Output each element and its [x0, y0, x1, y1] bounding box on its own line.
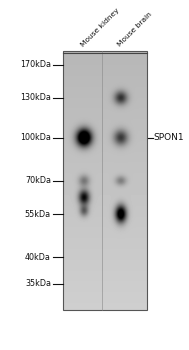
- Text: 130kDa: 130kDa: [20, 93, 51, 103]
- Text: SPON1: SPON1: [153, 133, 184, 142]
- Text: Mouse kidney: Mouse kidney: [80, 7, 121, 48]
- Text: Mouse brain: Mouse brain: [116, 12, 153, 48]
- Text: 170kDa: 170kDa: [20, 60, 51, 69]
- Text: 70kDa: 70kDa: [25, 176, 51, 186]
- Text: 55kDa: 55kDa: [25, 210, 51, 219]
- Text: 40kDa: 40kDa: [25, 253, 51, 262]
- Text: 35kDa: 35kDa: [25, 279, 51, 288]
- Bar: [63, 51, 147, 310]
- Text: 100kDa: 100kDa: [20, 133, 51, 142]
